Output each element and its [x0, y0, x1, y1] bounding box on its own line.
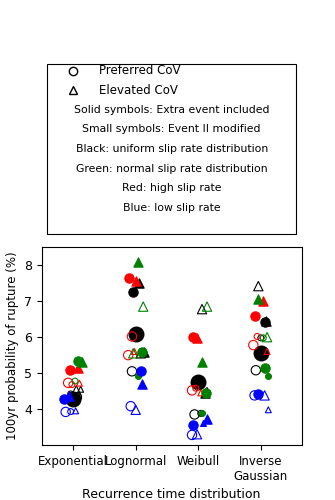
- X-axis label: Recurrence time distribution: Recurrence time distribution: [82, 488, 261, 500]
- Point: [189, 386, 195, 394]
- Point: [75, 356, 81, 364]
- Point: [131, 350, 136, 358]
- Point: [138, 350, 143, 358]
- Point: [142, 348, 147, 356]
- Point: [74, 393, 80, 401]
- Point: [201, 418, 206, 426]
- Point: [67, 392, 72, 400]
- Text: Small symbols: Event II modified: Small symbols: Event II modified: [82, 124, 261, 134]
- Point: [204, 386, 210, 394]
- Point: [264, 333, 270, 341]
- Text: Green: normal slip rate distribution: Green: normal slip rate distribution: [76, 164, 268, 173]
- Point: [139, 380, 145, 388]
- Point: [199, 358, 205, 366]
- Point: [68, 408, 73, 416]
- Point: [141, 302, 146, 310]
- Point: [136, 258, 141, 266]
- Point: [258, 334, 264, 342]
- Point: [256, 296, 261, 304]
- Point: [256, 390, 261, 398]
- Point: [202, 389, 207, 397]
- Point: [199, 305, 205, 313]
- Text: Blue: low slip rate: Blue: low slip rate: [123, 202, 220, 212]
- Y-axis label: 100yr probability of rupture (%): 100yr probability of rupture (%): [6, 252, 19, 440]
- Point: [261, 334, 266, 342]
- Point: [252, 392, 257, 400]
- Point: [192, 410, 197, 418]
- Text: Solid symbols: Extra event included: Solid symbols: Extra event included: [74, 105, 269, 115]
- Point: [198, 389, 203, 397]
- Point: [133, 330, 138, 338]
- Point: [62, 395, 67, 403]
- Point: [252, 312, 257, 320]
- Point: [79, 358, 85, 366]
- Point: [65, 379, 71, 387]
- Point: [132, 348, 137, 356]
- Point: [189, 431, 195, 439]
- Point: [263, 317, 269, 325]
- Point: [133, 278, 138, 285]
- Point: [193, 384, 198, 392]
- Point: [137, 280, 142, 287]
- Point: [130, 288, 135, 296]
- Point: [68, 390, 73, 398]
- Point: [253, 366, 259, 374]
- Text: Elevated CoV: Elevated CoV: [99, 84, 178, 96]
- Point: [127, 274, 132, 282]
- Point: [203, 389, 208, 397]
- Point: [74, 386, 79, 394]
- Point: [256, 282, 261, 290]
- Point: [261, 297, 266, 305]
- Text: Red: high slip rate: Red: high slip rate: [122, 183, 221, 193]
- Point: [262, 364, 267, 372]
- Point: [70, 395, 76, 403]
- Point: [78, 386, 83, 394]
- Point: [75, 364, 80, 372]
- Point: [77, 379, 82, 387]
- Point: [194, 430, 200, 438]
- Point: [266, 406, 271, 414]
- Point: [254, 332, 260, 340]
- Point: [199, 408, 205, 416]
- Text: Black: uniform slip rate distribution: Black: uniform slip rate distribution: [76, 144, 268, 154]
- Point: [266, 372, 271, 380]
- Point: [129, 368, 135, 376]
- FancyBboxPatch shape: [47, 64, 296, 234]
- Point: [198, 410, 203, 418]
- Point: [258, 350, 264, 358]
- Point: [191, 333, 196, 341]
- Point: [129, 332, 135, 340]
- Point: [126, 351, 131, 359]
- Point: [262, 318, 267, 326]
- Point: [262, 392, 267, 400]
- Point: [139, 348, 145, 356]
- Point: [191, 421, 196, 429]
- Point: [63, 408, 68, 416]
- Point: [67, 366, 73, 374]
- Text: Preferred CoV: Preferred CoV: [99, 64, 181, 77]
- Point: [196, 378, 201, 386]
- Point: [69, 380, 75, 388]
- Point: [128, 402, 133, 410]
- Point: [194, 334, 200, 342]
- Point: [251, 341, 256, 349]
- Point: [138, 368, 143, 376]
- Point: [72, 377, 78, 385]
- Point: [204, 415, 210, 423]
- Point: [73, 407, 78, 415]
- Point: [204, 302, 210, 310]
- Point: [133, 406, 138, 414]
- Point: [136, 372, 141, 380]
- Point: [264, 348, 270, 356]
